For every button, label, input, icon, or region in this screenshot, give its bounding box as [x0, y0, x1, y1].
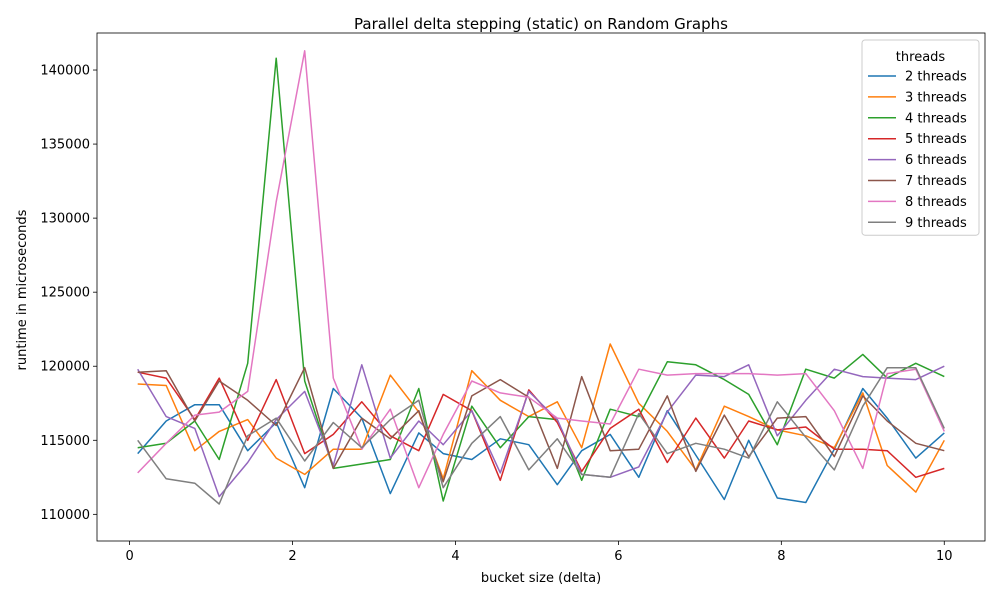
y-tick-label: 130000 — [40, 212, 90, 227]
y-tick-label: 110000 — [40, 508, 90, 523]
y-tick-label: 135000 — [40, 138, 90, 153]
legend-label-4: 5 threads — [905, 132, 967, 147]
legend-label-6: 7 threads — [905, 174, 967, 189]
x-tick-label: 0 — [125, 549, 133, 564]
axes-layer: 0 2 4 6 8 10 110000 115000 120000 125000 130000 135… — [40, 32, 986, 564]
series-line-2 — [137, 343, 945, 493]
series-line-7 — [137, 50, 945, 489]
y-tick-label: 120000 — [40, 360, 90, 375]
y-tick-label: 125000 — [40, 286, 90, 301]
legend-label-1: 2 threads — [905, 70, 967, 85]
y-axis-label: runtime in microseconds — [15, 209, 30, 370]
legend-label-8: 9 threads — [905, 216, 967, 231]
x-tick-label: 4 — [451, 549, 459, 564]
legend-box — [861, 39, 980, 236]
legend-label-2: 3 threads — [905, 90, 967, 105]
x-tick-label: 8 — [777, 549, 785, 564]
x-tick-label: 6 — [614, 549, 622, 564]
x-tick-label: 2 — [288, 549, 296, 564]
legend-label-5: 6 threads — [905, 153, 967, 168]
series-line-3 — [137, 57, 945, 502]
legend-title: threads — [896, 50, 946, 65]
series-layer — [137, 50, 945, 505]
series-line-8 — [137, 366, 945, 505]
y-tick-label: 115000 — [40, 434, 90, 449]
x-tick-label: 10 — [936, 549, 953, 564]
chart-title: Parallel delta stepping (static) on Rand… — [354, 15, 728, 33]
legend: threads 2 threads 3 threads 4 threads 5 thre… — [861, 39, 980, 236]
legend-label-3: 4 threads — [905, 111, 967, 126]
series-line-5 — [137, 364, 945, 498]
y-tick-label: 140000 — [40, 64, 90, 79]
x-axis-label: bucket size (delta) — [481, 571, 601, 586]
plot-frame — [96, 32, 986, 542]
legend-label-7: 8 threads — [905, 195, 967, 210]
